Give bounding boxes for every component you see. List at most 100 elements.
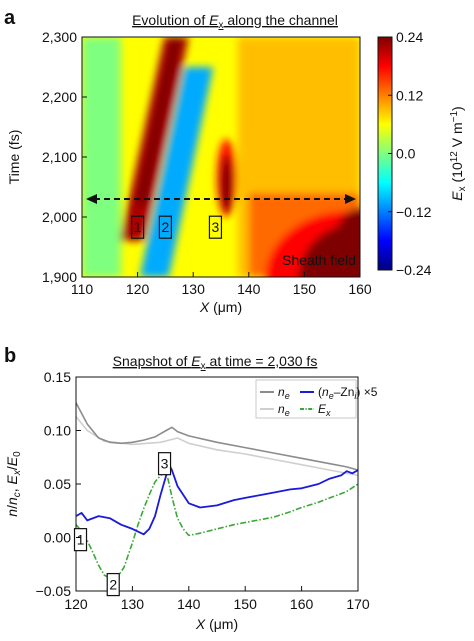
y-tick-label: 2,300 — [42, 29, 77, 45]
panel-a-y-axis-label: Time (fs) — [6, 130, 22, 185]
marker-label: 1 — [77, 532, 85, 548]
marker-label: 3 — [161, 456, 169, 472]
leg2-p2: n — [322, 385, 329, 399]
marker-box — [131, 215, 145, 239]
leg2-p1: ( — [318, 385, 322, 399]
leg1-symbol: n — [278, 402, 285, 416]
leg1-subscript: e — [285, 408, 290, 418]
cb-label-text3: ) — [449, 106, 465, 111]
marker-box — [157, 452, 172, 476]
series-line-1 — [76, 416, 358, 477]
marker-box — [208, 215, 223, 239]
marker-label: 2 — [109, 577, 117, 593]
series-line-0 — [76, 402, 358, 471]
leg2-p5: i — [354, 391, 357, 401]
marker-box — [158, 215, 172, 239]
field-left-cool — [82, 37, 121, 277]
colorbar-tick-label: 0.12 — [396, 87, 423, 103]
y-tick-label: 2,200 — [42, 89, 77, 105]
yb-p5: , — [4, 484, 20, 492]
x-tick-label: 150 — [234, 596, 258, 612]
snapshot-arrow-left-head — [86, 194, 97, 204]
legend-label-charge: (ne–Zni) ×5 — [318, 385, 378, 401]
y-tick-label: 0.00 — [44, 530, 71, 546]
y-tick-label: 0.10 — [44, 423, 71, 439]
x-tick-label: 160 — [348, 281, 372, 297]
line-plot-marker-3: 3 — [157, 452, 172, 476]
panel-a-title-subscript: x — [218, 20, 223, 31]
marker-label: 1 — [134, 219, 142, 235]
panel-b-x-axis: 120 130 140 150 160 170 — [64, 586, 370, 612]
yb-p9: E — [4, 456, 20, 466]
heatmap-field — [82, 37, 360, 277]
panel-a-x-axis: 110 120 130 140 150 160 — [71, 272, 372, 297]
line-plot-series — [76, 402, 358, 580]
leg0-symbol: n — [278, 385, 285, 399]
cb-label-sup2: −1 — [449, 111, 460, 123]
colorbar-tick-label: 0.24 — [396, 29, 423, 45]
legend-box — [255, 379, 357, 419]
panel-a-x-axis-label: X (μm) — [199, 299, 242, 315]
y-tick-label: 1,900 — [42, 269, 77, 285]
line-plot-markers: 1 2 3 — [73, 452, 172, 597]
panel-b-x-symbol: X — [195, 616, 206, 632]
x-tick-label: 160 — [290, 596, 314, 612]
legend-label-ne-light: ne — [278, 402, 290, 418]
panel-a-title-text2: along the channel — [223, 12, 337, 28]
panel-a-title: Evolution of Ex along the channel — [132, 12, 338, 31]
line-plot-marker-1: 1 — [73, 528, 88, 552]
panel-b-x-axis-label: X (μm) — [195, 616, 238, 632]
colorbar-tick-label: 0.0 — [396, 146, 416, 162]
x-tick-label: 170 — [346, 596, 370, 612]
legend: ne ne (ne–Zni) ×5 Ex — [255, 379, 378, 419]
legend-label-ex: Ex — [318, 402, 331, 418]
leg0-subscript: e — [285, 391, 290, 401]
sheath-field-annotation: Sheath field — [282, 252, 356, 268]
series-line-2 — [76, 463, 358, 536]
leg2-p4: –Zn — [334, 385, 355, 399]
colorbar-label: Ex (1012 V m−1) — [449, 106, 468, 200]
panel-a-y-axis: 1,900 2,000 2,100 2,200 2,300 — [42, 29, 87, 285]
x-tick-label: 150 — [293, 281, 317, 297]
x-tick-label: 110 — [71, 281, 94, 297]
x-tick-label: 130 — [182, 281, 206, 297]
panel-a-x-symbol: X — [199, 299, 210, 315]
panel-b-y-axis-label: n/nc, Ex/E0 — [4, 451, 23, 517]
y-tick-label: 0.15 — [44, 369, 71, 385]
panel-a-x-unit: (μm) — [209, 299, 242, 315]
yb-p7: x — [12, 469, 23, 476]
cb-label-text2: V m — [449, 122, 465, 151]
leg3-symbol: E — [318, 402, 327, 416]
cb-label-text1: (10 — [449, 162, 465, 186]
x-tick-label: 130 — [121, 596, 145, 612]
leg2-p3: e — [329, 391, 334, 401]
cb-label-symbol: E — [449, 191, 465, 201]
snapshot-arrow-right-head — [345, 194, 356, 204]
heatmap-marker-1: 1 — [131, 215, 145, 239]
cb-label-sup1: 12 — [449, 151, 460, 163]
heatmap-marker-2: 2 — [158, 215, 172, 239]
heatmap — [82, 37, 360, 277]
panel-b-title-text2: at time = 2,030 fs — [206, 353, 318, 369]
yb-p8: / — [4, 466, 20, 470]
panel-b-title-text1: Snapshot of — [113, 353, 192, 369]
panel-b-x-unit: (μm) — [205, 616, 238, 632]
y-tick-label: 2,100 — [42, 149, 77, 165]
panel-a-title-text1: Evolution of — [132, 12, 209, 28]
line-plot-marker-2: 2 — [106, 572, 120, 597]
legend-label-ne-dark: ne — [278, 385, 290, 401]
marker-box — [106, 572, 120, 597]
yb-p1: n — [4, 509, 20, 517]
y-tick-label: −0.05 — [36, 583, 72, 599]
marker-box — [73, 528, 88, 552]
yb-p4: c — [12, 492, 23, 497]
y-tick-label: 2,000 — [42, 209, 77, 225]
panel-a-letter: a — [4, 7, 16, 29]
x-tick-label: 140 — [237, 281, 261, 297]
colorbar-ticks: −0.24 −0.12 0.0 0.12 0.24 — [388, 29, 432, 278]
y-tick-label: 0.05 — [44, 476, 71, 492]
leg2-p6: ) ×5 — [356, 385, 377, 399]
panel-b-title-subscript: x — [201, 361, 206, 372]
